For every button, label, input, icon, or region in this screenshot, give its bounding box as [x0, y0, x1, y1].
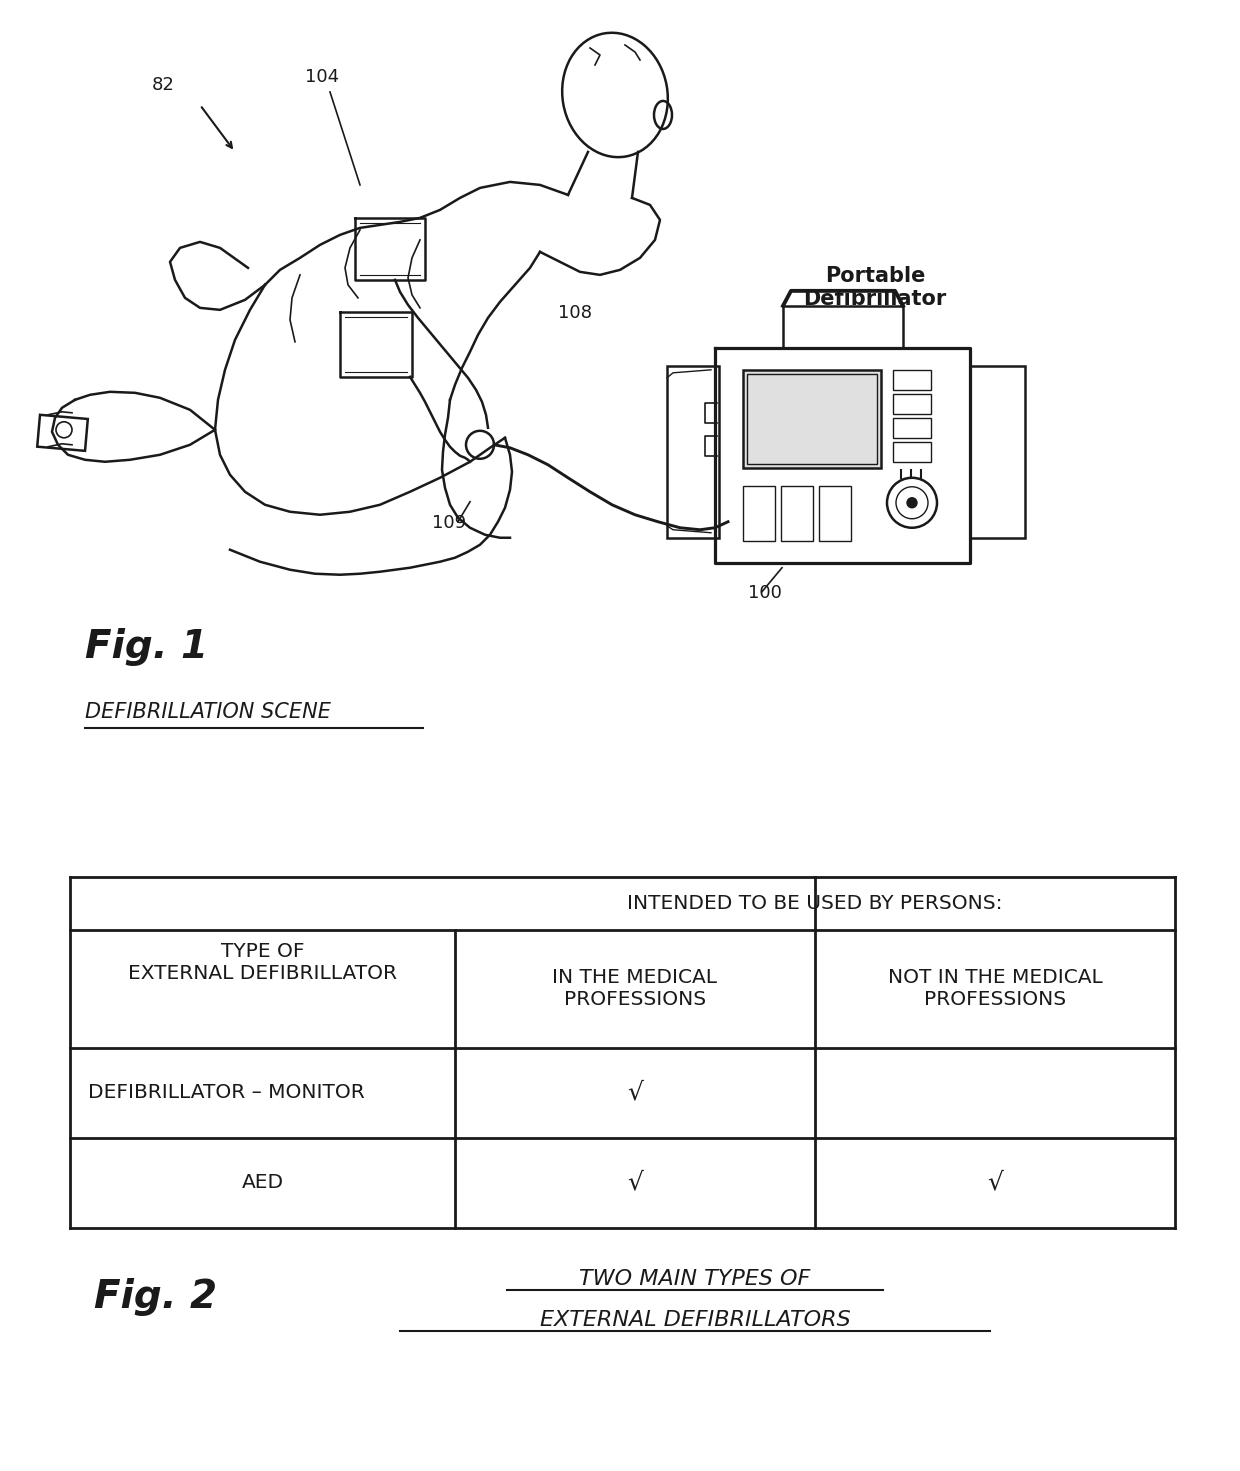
- Bar: [818, 485, 851, 541]
- Bar: [893, 441, 931, 462]
- Text: INTENDED TO BE USED BY PERSONS:: INTENDED TO BE USED BY PERSONS:: [627, 894, 1003, 913]
- Text: Portable
Defibrillator: Portable Defibrillator: [804, 266, 946, 309]
- Text: DEFIBRILLATOR – MONITOR: DEFIBRILLATOR – MONITOR: [88, 1083, 365, 1102]
- Bar: [893, 418, 931, 438]
- Text: Fig. 2: Fig. 2: [93, 1278, 217, 1317]
- Text: EXTERNAL DEFIBRILLATORS: EXTERNAL DEFIBRILLATORS: [539, 1309, 851, 1330]
- Bar: [893, 369, 931, 390]
- Text: IN THE MEDICAL
PROFESSIONS: IN THE MEDICAL PROFESSIONS: [553, 968, 718, 1009]
- Text: AED: AED: [242, 1172, 284, 1192]
- Bar: [743, 369, 880, 468]
- Bar: [667, 366, 719, 538]
- Text: 100: 100: [748, 584, 782, 602]
- Bar: [743, 485, 775, 541]
- Text: √: √: [987, 1171, 1003, 1194]
- Text: TWO MAIN TYPES OF: TWO MAIN TYPES OF: [579, 1268, 811, 1289]
- Text: Fig. 1: Fig. 1: [86, 628, 208, 666]
- Text: √: √: [627, 1081, 642, 1105]
- Text: 108: 108: [558, 304, 591, 322]
- Circle shape: [906, 497, 918, 507]
- Bar: [746, 374, 877, 463]
- Bar: [37, 415, 88, 450]
- Text: DEFIBRILLATION SCENE: DEFIBRILLATION SCENE: [86, 702, 331, 722]
- Text: 82: 82: [153, 76, 175, 94]
- Text: 104: 104: [305, 68, 339, 85]
- Text: 109: 109: [432, 513, 466, 531]
- Text: NOT IN THE MEDICAL
PROFESSIONS: NOT IN THE MEDICAL PROFESSIONS: [888, 968, 1102, 1009]
- Text: TYPE OF
EXTERNAL DEFIBRILLATOR: TYPE OF EXTERNAL DEFIBRILLATOR: [128, 941, 397, 983]
- Bar: [970, 366, 1025, 538]
- Text: √: √: [627, 1171, 642, 1194]
- Bar: [893, 394, 931, 413]
- Bar: [781, 485, 813, 541]
